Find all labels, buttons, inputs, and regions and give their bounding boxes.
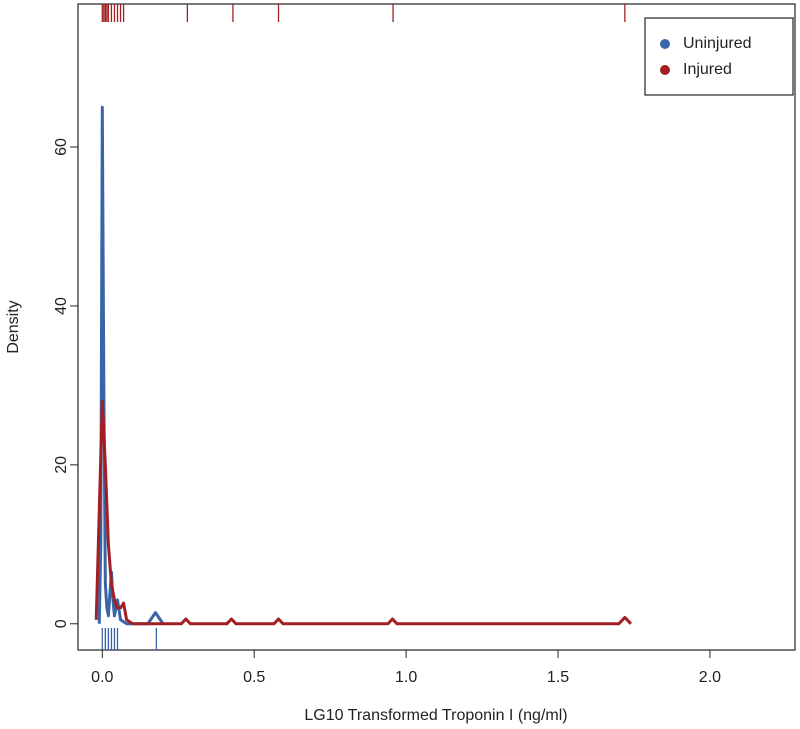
y-tick-label: 20 <box>53 456 70 474</box>
legend-box <box>644 17 794 96</box>
x-tick-label: 1.0 <box>395 669 417 686</box>
x-axis-label: LG10 Transformed Troponin I (ng/ml) <box>304 707 567 724</box>
x-tick-label: 1.5 <box>547 669 569 686</box>
y-tick-label: 40 <box>53 297 70 315</box>
legend-label: Injured <box>683 61 732 78</box>
legend-marker <box>660 65 670 75</box>
density-line <box>94 399 633 626</box>
y-axis-label: Density <box>5 300 22 353</box>
x-tick-label: 0.5 <box>243 669 265 686</box>
y-tick-label: 0 <box>53 619 70 628</box>
y-tick-label: 60 <box>53 138 70 156</box>
x-tick-label: 0.0 <box>91 669 113 686</box>
legend-marker <box>660 39 670 49</box>
legend-label: Uninjured <box>683 35 751 52</box>
plot-frame <box>77 3 796 651</box>
x-tick-label: 2.0 <box>699 669 721 686</box>
